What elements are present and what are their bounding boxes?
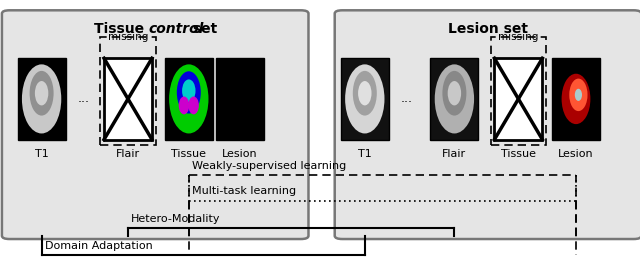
Ellipse shape	[169, 64, 209, 134]
Text: Flair: Flair	[116, 149, 140, 159]
Ellipse shape	[188, 96, 199, 114]
Ellipse shape	[442, 71, 467, 115]
Text: Tissue: Tissue	[501, 149, 536, 159]
Text: Lesion: Lesion	[222, 149, 258, 159]
Text: Domain Adaptation: Domain Adaptation	[45, 241, 152, 251]
Bar	[100, 37, 156, 145]
Ellipse shape	[575, 89, 582, 101]
Text: Weakly-supervised learning: Weakly-supervised learning	[192, 161, 346, 171]
Text: set: set	[188, 22, 218, 36]
FancyBboxPatch shape	[335, 10, 640, 239]
Text: control: control	[148, 22, 204, 36]
Text: Tissue: Tissue	[172, 149, 206, 159]
Text: Hetero-Modality: Hetero-Modality	[131, 214, 221, 224]
Text: Lesion: Lesion	[558, 149, 594, 159]
Ellipse shape	[22, 64, 61, 134]
FancyBboxPatch shape	[165, 58, 212, 140]
Text: ...: ...	[77, 92, 89, 105]
Ellipse shape	[182, 79, 196, 102]
FancyBboxPatch shape	[104, 58, 152, 140]
Ellipse shape	[353, 71, 377, 115]
Text: T1: T1	[358, 149, 372, 159]
Text: Flair: Flair	[442, 149, 467, 159]
FancyBboxPatch shape	[18, 58, 66, 140]
Ellipse shape	[177, 71, 201, 114]
Text: missing: missing	[108, 32, 148, 42]
Ellipse shape	[345, 64, 385, 134]
Bar	[491, 37, 547, 145]
Ellipse shape	[570, 79, 588, 111]
Ellipse shape	[448, 81, 461, 105]
Ellipse shape	[35, 81, 49, 105]
FancyBboxPatch shape	[430, 58, 479, 140]
Ellipse shape	[435, 64, 474, 134]
Text: Lesion set: Lesion set	[448, 22, 528, 36]
Ellipse shape	[358, 81, 371, 105]
FancyBboxPatch shape	[2, 10, 308, 239]
FancyBboxPatch shape	[340, 58, 388, 140]
Ellipse shape	[29, 71, 54, 115]
Text: missing: missing	[498, 32, 539, 42]
Ellipse shape	[179, 96, 189, 114]
Text: ...: ...	[401, 92, 412, 105]
Text: Multi-task learning: Multi-task learning	[192, 186, 296, 196]
Text: T1: T1	[35, 149, 49, 159]
FancyBboxPatch shape	[552, 58, 600, 140]
Text: Tissue: Tissue	[94, 22, 148, 36]
Ellipse shape	[562, 74, 591, 124]
FancyBboxPatch shape	[495, 58, 543, 140]
FancyBboxPatch shape	[216, 58, 264, 140]
